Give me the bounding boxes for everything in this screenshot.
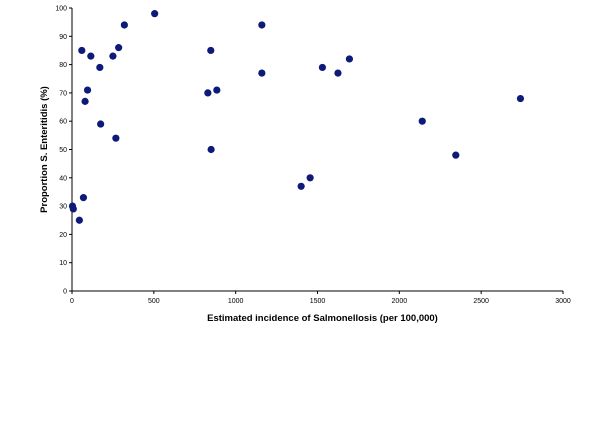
- data-points: [68, 10, 525, 224]
- y-tick-label: 60: [59, 119, 67, 126]
- data-point: [87, 52, 95, 60]
- data-point: [318, 63, 327, 72]
- data-point: [207, 145, 215, 154]
- y-tick-label: 90: [59, 34, 67, 41]
- x-axis-ticks: 0 500 1000 1500 2000 2500 3000: [70, 291, 571, 305]
- y-tick-label: 50: [59, 147, 67, 154]
- y-axis-ticks: 0 10 20 30 40 50 60 70 80 90 100: [55, 6, 72, 296]
- data-point: [81, 97, 89, 105]
- x-tick-label: 1000: [228, 298, 244, 305]
- x-axis-title: Estimated incidence of Salmonellosis (pe…: [207, 313, 438, 324]
- y-tick-label: 30: [59, 204, 67, 211]
- data-point: [115, 44, 123, 52]
- data-point: [83, 86, 92, 94]
- data-point: [452, 151, 460, 159]
- data-point: [258, 21, 266, 29]
- data-point: [75, 216, 83, 224]
- y-tick-label: 100: [55, 6, 67, 13]
- data-point: [516, 94, 525, 103]
- data-point: [109, 52, 117, 60]
- y-tick-label: 40: [59, 175, 67, 182]
- data-point: [112, 134, 120, 142]
- data-point: [78, 46, 86, 55]
- y-tick-label: 0: [63, 289, 67, 296]
- y-tick-label: 70: [59, 90, 67, 97]
- data-point: [120, 21, 128, 29]
- x-tick-label: 3000: [555, 298, 571, 305]
- x-tick-label: 1500: [310, 298, 326, 305]
- x-tick-label: 2000: [392, 298, 408, 305]
- data-point: [79, 194, 88, 202]
- data-point: [207, 46, 215, 55]
- data-point: [345, 55, 354, 63]
- y-tick-label: 80: [59, 62, 67, 69]
- data-point: [297, 182, 305, 190]
- data-point: [334, 69, 342, 77]
- y-axis-title: Proportion S. Enteritidis (%): [39, 86, 50, 213]
- plot-area: 0 500 1000 1500 2000 2500 3000 0 10 20 30 40 50 60 70…: [55, 6, 571, 306]
- data-point: [258, 69, 266, 77]
- data-point: [69, 205, 77, 213]
- data-point: [418, 117, 426, 125]
- data-point: [213, 86, 221, 94]
- data-point: [204, 89, 212, 97]
- y-tick-label: 20: [59, 232, 67, 239]
- data-point: [96, 63, 104, 72]
- x-tick-label: 500: [148, 298, 160, 305]
- y-tick-label: 10: [59, 260, 67, 267]
- x-tick-label: 0: [70, 298, 74, 305]
- data-point: [151, 10, 159, 18]
- data-point: [306, 174, 314, 182]
- data-point: [97, 120, 105, 128]
- x-tick-label: 2500: [473, 298, 489, 305]
